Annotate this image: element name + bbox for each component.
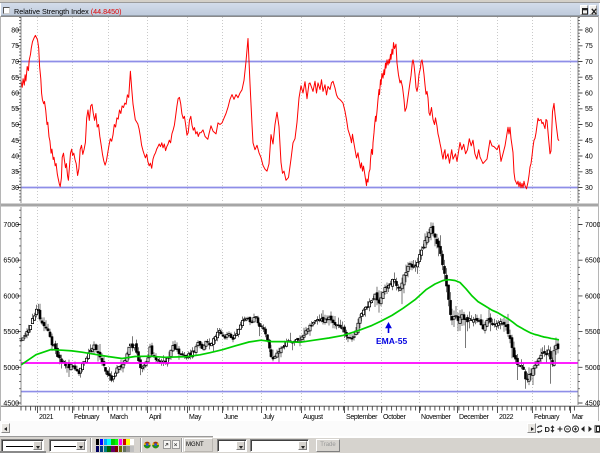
svg-text:August: August (303, 414, 323, 421)
svg-text:EMA-55: EMA-55 (376, 336, 407, 346)
svg-text:4500: 4500 (3, 401, 19, 408)
svg-text:7000: 7000 (3, 222, 19, 229)
svg-text:February: February (74, 414, 100, 421)
svg-text:80: 80 (585, 28, 593, 35)
svg-text:July: July (263, 414, 275, 421)
svg-text:35: 35 (11, 169, 19, 176)
svg-text:March: March (110, 414, 128, 421)
svg-text:6500: 6500 (3, 258, 19, 265)
svg-text:40: 40 (11, 154, 19, 161)
svg-text:75: 75 (585, 43, 593, 50)
svg-text:7000: 7000 (585, 222, 600, 229)
svg-text:6500: 6500 (585, 258, 600, 265)
svg-text:5500: 5500 (585, 329, 600, 336)
svg-text:60: 60 (585, 91, 593, 98)
svg-text:75: 75 (11, 43, 19, 50)
svg-text:80: 80 (11, 28, 19, 35)
svg-text:4500: 4500 (585, 401, 600, 408)
svg-text:65: 65 (585, 75, 593, 82)
svg-text:45: 45 (11, 138, 19, 145)
svg-text:April: April (149, 414, 162, 421)
svg-text:November: November (421, 414, 452, 421)
svg-text:5000: 5000 (585, 365, 600, 372)
svg-text:5500: 5500 (3, 329, 19, 336)
svg-text:5000: 5000 (3, 365, 19, 372)
svg-text:70: 70 (11, 59, 19, 66)
svg-text:50: 50 (585, 122, 593, 129)
svg-text:40: 40 (585, 154, 593, 161)
svg-text:December: December (459, 414, 490, 421)
svg-text:2022: 2022 (499, 414, 514, 421)
svg-text:70: 70 (585, 59, 593, 66)
svg-text:65: 65 (11, 75, 19, 82)
svg-text:February: February (534, 414, 560, 421)
svg-text:45: 45 (585, 138, 593, 145)
svg-text:6000: 6000 (3, 293, 19, 300)
svg-text:D: D (545, 425, 551, 434)
svg-text:35: 35 (585, 169, 593, 176)
svg-text:30: 30 (11, 185, 19, 192)
svg-text:30: 30 (585, 185, 593, 192)
svg-text:60: 60 (11, 91, 19, 98)
svg-text:55: 55 (585, 106, 593, 113)
svg-text:6000: 6000 (585, 293, 600, 300)
svg-text:October: October (383, 414, 406, 421)
svg-text:55: 55 (11, 106, 19, 113)
svg-text:September: September (346, 414, 378, 421)
svg-text:2021: 2021 (39, 414, 54, 421)
svg-text:50: 50 (11, 122, 19, 129)
svg-text:June: June (224, 414, 238, 421)
svg-text:May: May (189, 414, 202, 421)
svg-text:Mar: Mar (572, 414, 584, 421)
